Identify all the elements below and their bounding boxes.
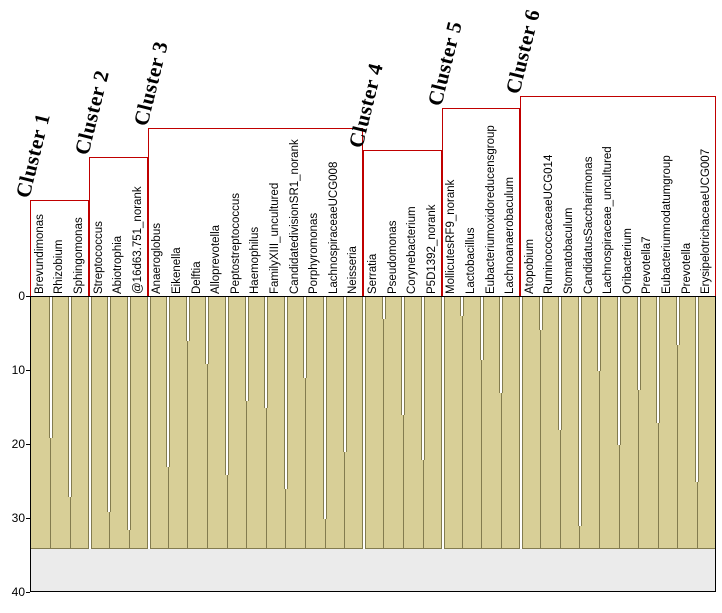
cluster-box bbox=[147, 128, 364, 296]
merge-gap bbox=[323, 297, 327, 519]
merge-gap bbox=[225, 297, 229, 475]
merge-gap bbox=[440, 297, 445, 549]
below-bars-region bbox=[31, 548, 715, 591]
merge-gap bbox=[401, 297, 406, 416]
column-divider bbox=[481, 297, 483, 548]
merge-gap bbox=[381, 297, 386, 320]
merge-gap bbox=[479, 297, 484, 360]
column-divider bbox=[540, 297, 542, 548]
merge-gap bbox=[617, 297, 621, 445]
merge-gap bbox=[460, 297, 465, 316]
merge-gap bbox=[421, 297, 425, 460]
merge-gap bbox=[597, 297, 602, 371]
cluster-title: Cluster 5 bbox=[422, 18, 467, 109]
merge-gap bbox=[636, 297, 641, 390]
merge-gap bbox=[146, 297, 151, 549]
merge-gap bbox=[48, 297, 53, 438]
merge-gap bbox=[87, 297, 92, 549]
merge-gap bbox=[127, 297, 131, 531]
merge-gap bbox=[185, 297, 190, 342]
merge-gap bbox=[264, 297, 269, 408]
merge-gap bbox=[519, 297, 523, 549]
cluster-box bbox=[363, 150, 442, 296]
merge-gap bbox=[68, 297, 73, 497]
merge-gap bbox=[538, 297, 543, 331]
cluster-title: Cluster 1 bbox=[10, 110, 55, 201]
column-divider bbox=[461, 297, 463, 548]
merge-gap bbox=[558, 297, 563, 431]
merge-gap bbox=[166, 297, 171, 468]
merge-gap bbox=[675, 297, 680, 346]
plot-area bbox=[30, 296, 716, 592]
cluster-box bbox=[88, 157, 148, 296]
column-divider bbox=[304, 297, 306, 548]
cluster-box bbox=[520, 96, 716, 296]
column-divider bbox=[598, 297, 600, 548]
cluster-title: Cluster 4 bbox=[343, 60, 389, 151]
column-divider bbox=[265, 297, 267, 548]
merge-gap bbox=[107, 297, 112, 512]
dendrogram-bars-block bbox=[31, 297, 715, 549]
column-divider bbox=[383, 297, 385, 548]
merge-gap bbox=[656, 297, 661, 423]
cluster-box bbox=[30, 200, 89, 296]
merge-gap bbox=[205, 297, 210, 364]
merge-gap bbox=[362, 297, 367, 549]
column-divider bbox=[246, 297, 248, 548]
merge-gap bbox=[342, 297, 347, 453]
column-divider bbox=[500, 297, 502, 548]
merge-gap bbox=[695, 297, 700, 482]
merge-gap bbox=[303, 297, 308, 379]
merge-gap bbox=[244, 297, 249, 401]
column-divider bbox=[677, 297, 679, 548]
merge-gap bbox=[499, 297, 504, 394]
merge-gap bbox=[283, 297, 288, 490]
column-divider bbox=[187, 297, 189, 548]
cluster-title: Cluster 6 bbox=[500, 6, 545, 97]
merge-gap bbox=[577, 297, 582, 527]
column-divider bbox=[638, 297, 640, 548]
cluster-title: Cluster 3 bbox=[128, 38, 173, 129]
column-divider bbox=[402, 297, 404, 548]
cluster-box bbox=[441, 108, 520, 296]
column-divider bbox=[206, 297, 208, 548]
cluster-title: Cluster 2 bbox=[69, 67, 114, 158]
